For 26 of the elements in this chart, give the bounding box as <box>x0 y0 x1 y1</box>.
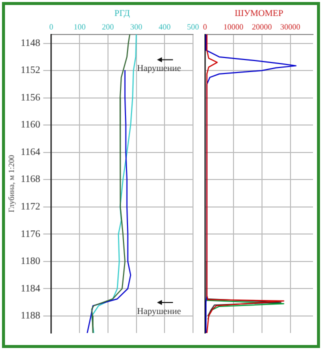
y-tick-label: 1152 <box>20 65 40 76</box>
y-axis-title: Глубина, м 1:200 <box>6 155 16 212</box>
annotation: Нарушение <box>137 306 181 316</box>
annotation: Нарушение <box>137 63 181 74</box>
y-tick-label: 1164 <box>20 146 40 158</box>
y-tick-label: 1168 <box>20 174 40 186</box>
y-tick-label: 1156 <box>20 92 40 104</box>
x-tick-label: 100 <box>74 22 86 32</box>
x-tick-label: 10000 <box>223 22 244 32</box>
y-tick-label: 1160 <box>20 120 40 131</box>
x-axis-title: ШУМОМЕР <box>234 8 284 18</box>
y-tick-label: 1180 <box>20 256 40 268</box>
x-tick-label: 200 <box>102 22 114 32</box>
x-tick-label: 20000 <box>252 22 272 32</box>
y-tick-label: 1188 <box>20 310 40 322</box>
y-tick-label: 1148 <box>20 38 40 49</box>
x-tick-label: 400 <box>158 22 171 32</box>
y-tick-label: 1172 <box>20 202 40 213</box>
y-tick-label: 1176 <box>20 228 40 240</box>
y-tick-label: 1184 <box>20 283 40 294</box>
x-tick-label: 500 <box>187 22 199 32</box>
x-axis-title: РГД <box>114 8 130 18</box>
x-tick-label: 0 <box>49 22 54 32</box>
x-tick-label: 300 <box>130 22 142 32</box>
x-tick-label: 0 <box>203 22 207 32</box>
x-tick-label: 30000 <box>280 22 300 32</box>
